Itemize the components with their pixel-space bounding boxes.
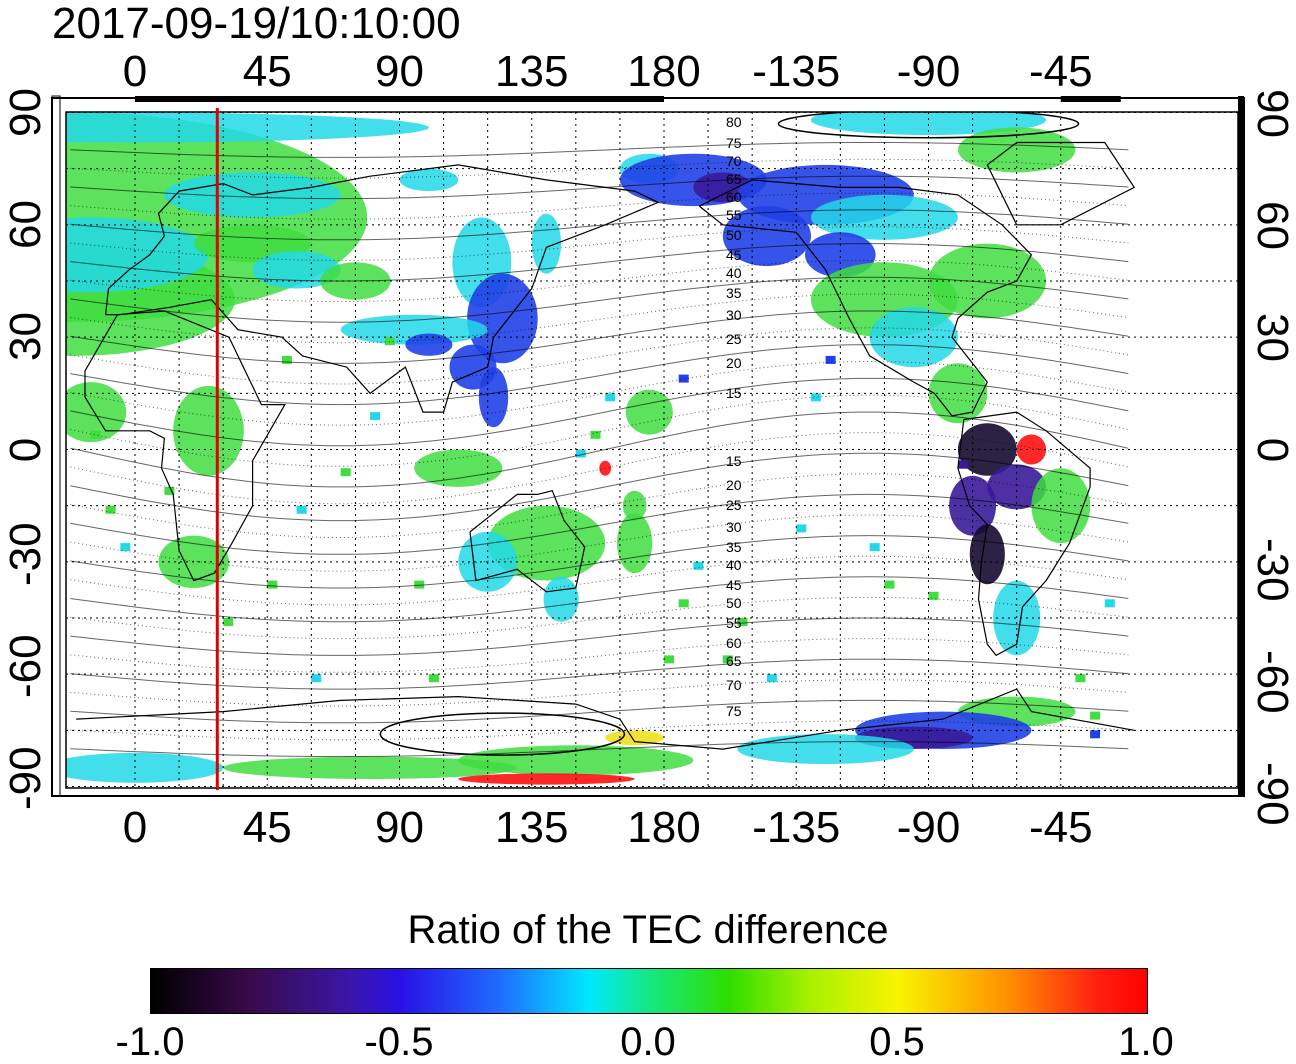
lat-right-label: 30 (1248, 313, 1296, 363)
lon-bottom-label: 180 (627, 803, 701, 852)
axis-frame-ticks (51, 95, 1244, 797)
lat-left-label: 90 (1, 87, 50, 137)
mlat-label: 20 (726, 355, 742, 371)
lon-bottom-label: -135 (752, 803, 841, 852)
lat-right-label: 90 (1248, 88, 1296, 138)
lat-right-label: -90 (1248, 762, 1296, 827)
mlat-label: 40 (726, 265, 742, 281)
colorbar-tick-label: -0.5 (364, 1020, 434, 1064)
timestamp-title: 2017-09-19/10:10:00 (52, 0, 461, 48)
lat-right-label: 60 (1248, 200, 1296, 250)
mlat-label: 35 (726, 285, 742, 301)
lon-top-label: -45 (1028, 47, 1093, 96)
mlat-label: 20 (726, 477, 742, 493)
mlat-label: 65 (726, 171, 742, 187)
map-grid (65, 111, 1239, 789)
lat-left-label: -30 (1, 522, 50, 586)
lat-left-label: -60 (1, 634, 50, 699)
colorbar (150, 968, 1148, 1014)
mlat-label: 55 (726, 615, 742, 631)
lon-bottom-label: 45 (242, 803, 292, 852)
mlat-label: 25 (726, 497, 742, 513)
mlat-label: 75 (726, 135, 742, 151)
lon-bottom-label: 0 (122, 803, 148, 852)
mlat-label: 60 (726, 189, 742, 205)
lon-top-label: -90 (896, 47, 961, 96)
lat-right-label: -30 (1248, 537, 1296, 602)
colorbar-tick-label: 0.0 (620, 1020, 676, 1064)
lon-top-label: -135 (752, 47, 841, 96)
lat-left-label: 60 (1, 199, 50, 249)
lat-left-label: 30 (1, 312, 50, 362)
mlat-label: 40 (726, 557, 742, 573)
lon-bottom-label: 135 (495, 803, 569, 852)
mlat-label: 15 (726, 385, 742, 401)
colorbar-tick-label: 0.5 (869, 1020, 925, 1064)
lon-bottom-label: -45 (1028, 803, 1093, 852)
mlat-label: 35 (726, 539, 742, 555)
lon-top-label: 135 (495, 47, 569, 96)
lon-top-label: 90 (375, 47, 424, 96)
magnetic-latitude-labels: 80 75 70 65 60 55 50 45 40 35 30 25 20 15 15 20 25 30 35 40… (726, 114, 742, 719)
mlat-label: 50 (726, 227, 742, 243)
mlat-label: 15 (726, 453, 742, 469)
lon-top-label: 180 (627, 47, 701, 96)
lat-left-label: -90 (1, 746, 50, 811)
mlat-label: 55 (726, 207, 742, 223)
colorbar-tick-label: -1.0 (115, 1020, 185, 1064)
lat-right-label: -60 (1248, 650, 1296, 714)
lat-left-label: 0 (1, 437, 50, 462)
colorbar-title: Ratio of the TEC difference (407, 908, 889, 952)
mlat-label: 60 (726, 635, 742, 651)
lat-right-label: 0 (1248, 437, 1296, 462)
mlat-label: 50 (726, 595, 742, 611)
mlat-label: 70 (726, 677, 742, 693)
coastlines (76, 141, 1136, 750)
colorbar-tick-label: 1.0 (1118, 1020, 1174, 1064)
mlat-label: 25 (726, 331, 742, 347)
mlat-label: 70 (726, 153, 742, 169)
mlat-label: 75 (726, 703, 742, 719)
mlat-label: 30 (726, 307, 742, 323)
lon-top-label: 0 (122, 47, 148, 96)
mlat-label: 30 (726, 519, 742, 535)
lon-top-label: 45 (242, 47, 292, 96)
lon-bottom-label: 90 (375, 803, 424, 852)
lon-bottom-label: -90 (896, 803, 961, 852)
mlat-label: 45 (726, 577, 742, 593)
mlat-label: 65 (726, 653, 742, 669)
mlat-label: 45 (726, 247, 742, 263)
mlat-label: 80 (726, 114, 742, 130)
tec-ratio-field (66, 112, 1115, 785)
